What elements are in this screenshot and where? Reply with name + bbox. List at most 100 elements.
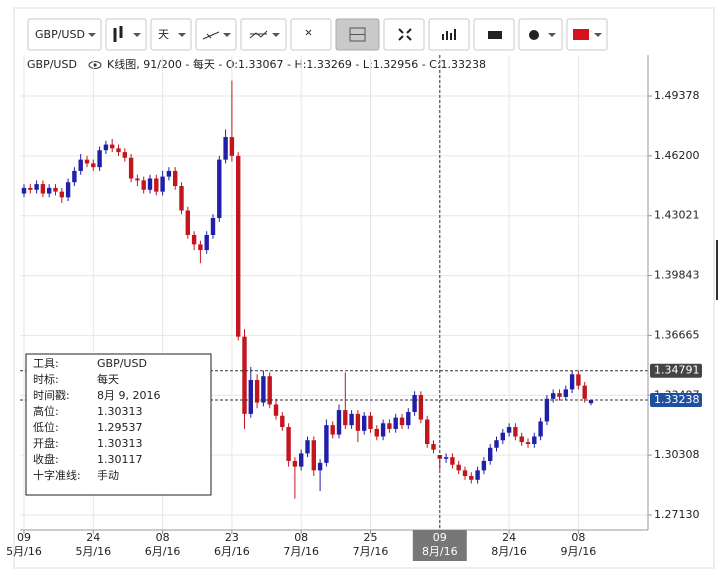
caret xyxy=(594,33,602,37)
icon xyxy=(398,28,412,41)
candle-body xyxy=(544,398,550,422)
caret xyxy=(133,33,141,37)
icon xyxy=(249,30,268,39)
candle-body xyxy=(84,159,90,164)
candle-body xyxy=(248,379,253,414)
candle-body xyxy=(280,415,285,428)
candle-body xyxy=(116,148,121,153)
candle-body xyxy=(72,170,77,183)
y-tick-label: 1.39843 xyxy=(654,269,700,282)
candle-body xyxy=(481,460,487,471)
candle-body xyxy=(532,436,537,444)
candle-body xyxy=(576,374,581,386)
candle-body xyxy=(78,159,83,171)
candle-body xyxy=(330,425,335,435)
candle-body xyxy=(229,137,235,156)
x-tick-label: 8月/16 xyxy=(491,545,527,558)
candle-body xyxy=(456,464,461,471)
tooltip-value: 1.29537 xyxy=(97,421,143,434)
candle-body xyxy=(494,440,499,448)
candle-body xyxy=(393,417,398,429)
y-tick-label: 1.46200 xyxy=(654,149,700,162)
reference-label-box xyxy=(650,363,702,378)
tooltip-value: 8月 9, 2016 xyxy=(97,389,160,402)
chart-type-button[interactable] xyxy=(105,18,147,51)
candle-body xyxy=(122,152,127,158)
x-tick-label: 9月/16 xyxy=(561,545,597,558)
candle-body xyxy=(128,157,134,179)
candle-body xyxy=(380,423,386,437)
candle-body xyxy=(362,415,367,431)
candle-body xyxy=(191,234,197,245)
candle-body xyxy=(525,442,531,444)
icon xyxy=(442,29,456,40)
tooltip-label: 时标: xyxy=(33,372,59,386)
draw-button[interactable] xyxy=(195,18,237,51)
x-tick-label: 24 xyxy=(86,531,100,544)
candle-body xyxy=(261,376,266,403)
flag xyxy=(573,29,589,40)
candle-body xyxy=(431,443,436,450)
candle-body xyxy=(223,137,228,160)
candle-body xyxy=(217,159,222,219)
candle-body xyxy=(551,393,556,399)
candle-body xyxy=(343,410,348,426)
y-tick-label: 1.30308 xyxy=(654,448,700,461)
tooltip-value: 手动 xyxy=(97,468,119,482)
tooltip-label: 工具: xyxy=(33,357,59,370)
candle-body xyxy=(557,393,562,397)
candle-body xyxy=(450,457,455,465)
candle-body xyxy=(488,447,493,461)
candle-body xyxy=(97,150,102,168)
candle-body xyxy=(443,457,449,459)
candle-body xyxy=(53,187,58,192)
candle-body xyxy=(173,170,178,187)
candle-body xyxy=(462,470,468,477)
candle-body xyxy=(204,234,209,251)
x-tick-label: 08 xyxy=(294,531,308,544)
y-tick-label: 1.27130 xyxy=(654,508,700,521)
symbol-button[interactable] xyxy=(27,18,102,51)
fullscreen-button[interactable] xyxy=(383,18,425,51)
candle-body xyxy=(166,170,172,177)
x-tick-label: 08 xyxy=(156,531,170,544)
candle-body xyxy=(91,163,96,168)
candle-body xyxy=(154,178,159,192)
candle-body xyxy=(185,210,190,235)
candle-body xyxy=(563,389,568,397)
reference-label: 1.33238 xyxy=(654,393,700,406)
candle-body xyxy=(141,180,146,190)
candle-body xyxy=(286,427,291,461)
x-tick-label: 09 xyxy=(17,531,31,544)
icon xyxy=(305,29,312,36)
tooltip-value: 1.30313 xyxy=(97,437,143,450)
candle-body xyxy=(425,419,430,444)
x-tick-label: 24 xyxy=(502,531,516,544)
x-tick-label: 5月/16 xyxy=(75,545,111,558)
eye-icon xyxy=(88,61,102,69)
tooltip-label: 开盘: xyxy=(33,436,59,450)
tooltip-value: GBP/USD xyxy=(97,357,147,370)
candle-body xyxy=(519,436,524,443)
candle-body xyxy=(254,379,260,403)
period-text: 天 xyxy=(158,28,169,41)
candle-body xyxy=(368,415,373,429)
x-tick-label: 8月/16 xyxy=(422,545,458,558)
crosshair-label-box xyxy=(412,530,467,561)
volume-button[interactable] xyxy=(428,18,470,51)
candle-body xyxy=(242,336,247,414)
candle-body xyxy=(374,428,379,437)
period-button[interactable] xyxy=(150,18,192,51)
candle-body xyxy=(513,427,518,437)
reference-label: 1.34791 xyxy=(654,364,700,377)
x-tick-label: 7月/16 xyxy=(283,545,319,558)
axes: 1.493781.462001.430211.398431.366651.334… xyxy=(6,89,702,561)
settings-button[interactable] xyxy=(518,18,563,51)
x-tick-label: 08 xyxy=(571,531,585,544)
candle-body xyxy=(59,191,64,198)
eye-icon xyxy=(93,63,97,67)
x-tick-label: 25 xyxy=(364,531,378,544)
candle-body xyxy=(311,440,316,471)
caret xyxy=(88,33,96,37)
